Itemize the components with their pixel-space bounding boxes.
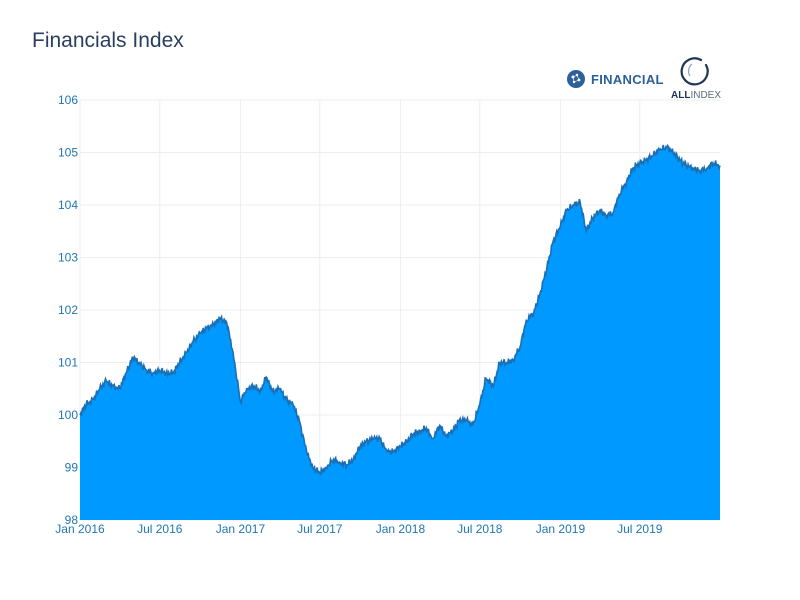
allindex-logo: ALLINDEX — [668, 56, 724, 104]
x-tick-label: Jan 2019 — [536, 522, 586, 536]
x-axis-ticks: Jan 2016 Jul 2016 Jan 2017 Jul 2017 Jan 2018… — [55, 522, 662, 536]
allindex-logo-text-bold: ALL — [670, 90, 691, 101]
allindex-logo-text-light: INDEX — [690, 90, 721, 101]
x-tick-label: Jan 2018 — [376, 522, 426, 536]
x-tick-label: Jan 2017 — [216, 522, 266, 536]
x-tick-label: Jul 2018 — [457, 522, 503, 536]
y-tick-label: 101 — [58, 356, 78, 370]
x-tick-label: Jul 2016 — [137, 522, 183, 536]
financial-logo-text: FINANCIAL — [591, 71, 664, 87]
allindex-logo-text: ALLINDEX — [668, 90, 724, 101]
x-tick-label: Jul 2019 — [617, 522, 663, 536]
financial-logo-icon — [567, 70, 585, 88]
y-tick-label: 104 — [58, 198, 78, 212]
y-axis-ticks: 98 99 100 101 102 103 104 105 106 — [58, 93, 78, 527]
chart-title: Financials Index — [32, 29, 184, 52]
x-tick-label: Jul 2017 — [297, 522, 343, 536]
y-tick-label: 100 — [58, 408, 78, 422]
series-area — [80, 145, 720, 520]
y-tick-label: 102 — [58, 303, 78, 317]
y-tick-label: 103 — [58, 251, 78, 265]
y-tick-label: 106 — [58, 93, 78, 107]
y-tick-label: 98 — [65, 513, 79, 527]
x-tick-label: Jan 2016 — [55, 522, 105, 536]
y-tick-label: 105 — [58, 146, 78, 160]
series-line — [79, 143, 721, 476]
allindex-logo-icon — [680, 57, 709, 86]
financial-logo: FINANCIAL — [566, 68, 664, 90]
y-tick-label: 99 — [65, 461, 79, 475]
